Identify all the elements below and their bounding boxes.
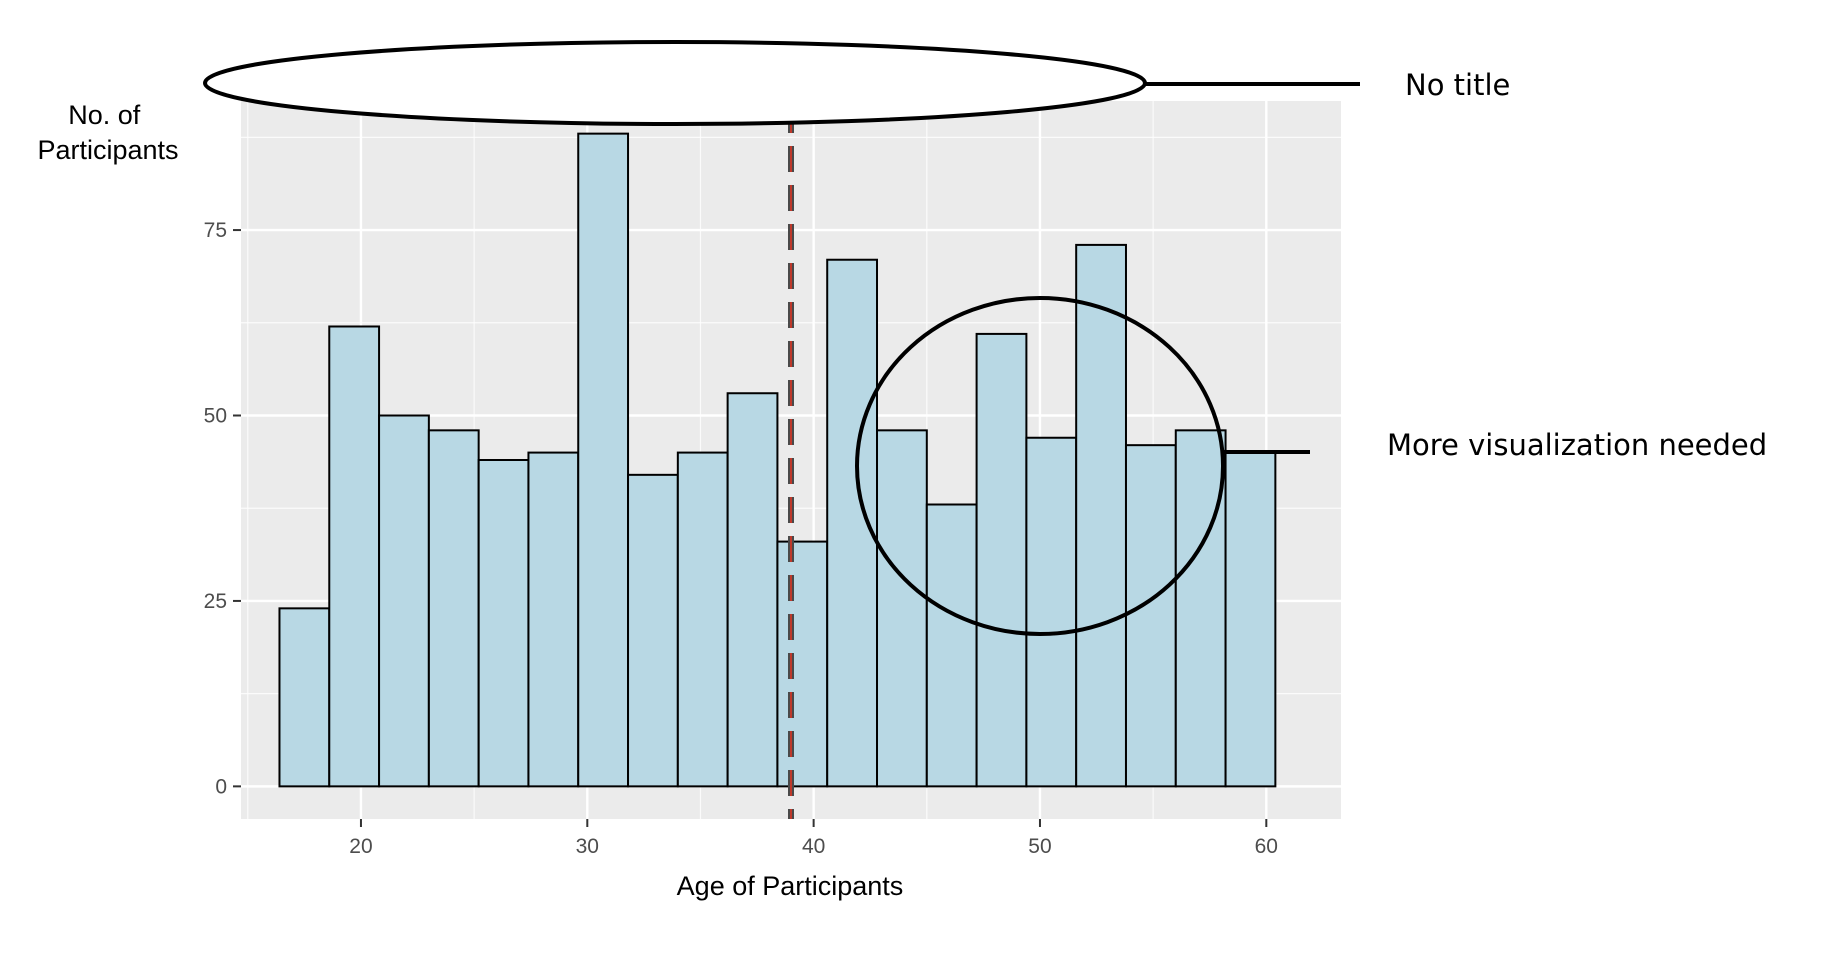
- histogram-bar: [477, 459, 530, 788]
- x-tick-label: 30: [576, 835, 599, 858]
- histogram-bar: [1224, 451, 1277, 788]
- histogram-bar: [627, 473, 679, 788]
- histogram-bar: [577, 132, 630, 788]
- histogram-bar: [676, 451, 729, 788]
- y-axis-title-line-2: Participants: [37, 135, 178, 165]
- histogram-bar: [726, 392, 779, 788]
- histogram-bar: [1075, 243, 1127, 788]
- x-tick-label: 60: [1255, 835, 1278, 858]
- histogram-bar: [527, 451, 580, 788]
- histogram-bar: [1124, 444, 1177, 788]
- title-callout-ellipse: [203, 40, 1147, 126]
- histogram-bar: [925, 503, 978, 788]
- x-axis: 20 30 40 50 60: [349, 819, 1278, 858]
- histogram-bar: [776, 540, 829, 788]
- no-title-annotation: No title: [1405, 68, 1510, 102]
- y-axis: 0 25 50 75: [204, 219, 241, 798]
- histogram-bar: [876, 429, 928, 788]
- x-axis-title: Age of Participants: [677, 871, 904, 901]
- y-axis-title: No. of Participants: [37, 100, 178, 165]
- histogram-bar: [378, 414, 430, 788]
- y-axis-title-line-1: No. of: [68, 100, 141, 130]
- histogram-bars: [278, 132, 1277, 788]
- x-tick-label: 20: [349, 835, 372, 858]
- histogram-bar: [1174, 429, 1227, 788]
- x-tick-label: 50: [1028, 835, 1051, 858]
- histogram-bar: [328, 325, 381, 788]
- histogram-bar: [1025, 436, 1078, 788]
- y-tick-label: 50: [204, 404, 227, 427]
- x-tick-label: 40: [802, 835, 825, 858]
- histogram-bar: [278, 607, 331, 788]
- more-visualization-annotation: More visualization needed: [1387, 428, 1767, 462]
- visualization-callout-ellipse: [855, 296, 1225, 636]
- histogram-bar: [975, 332, 1028, 788]
- y-tick-label: 25: [204, 590, 227, 613]
- y-tick-label: 0: [215, 775, 227, 798]
- y-tick-label: 75: [204, 219, 227, 242]
- histogram-bar: [427, 429, 480, 788]
